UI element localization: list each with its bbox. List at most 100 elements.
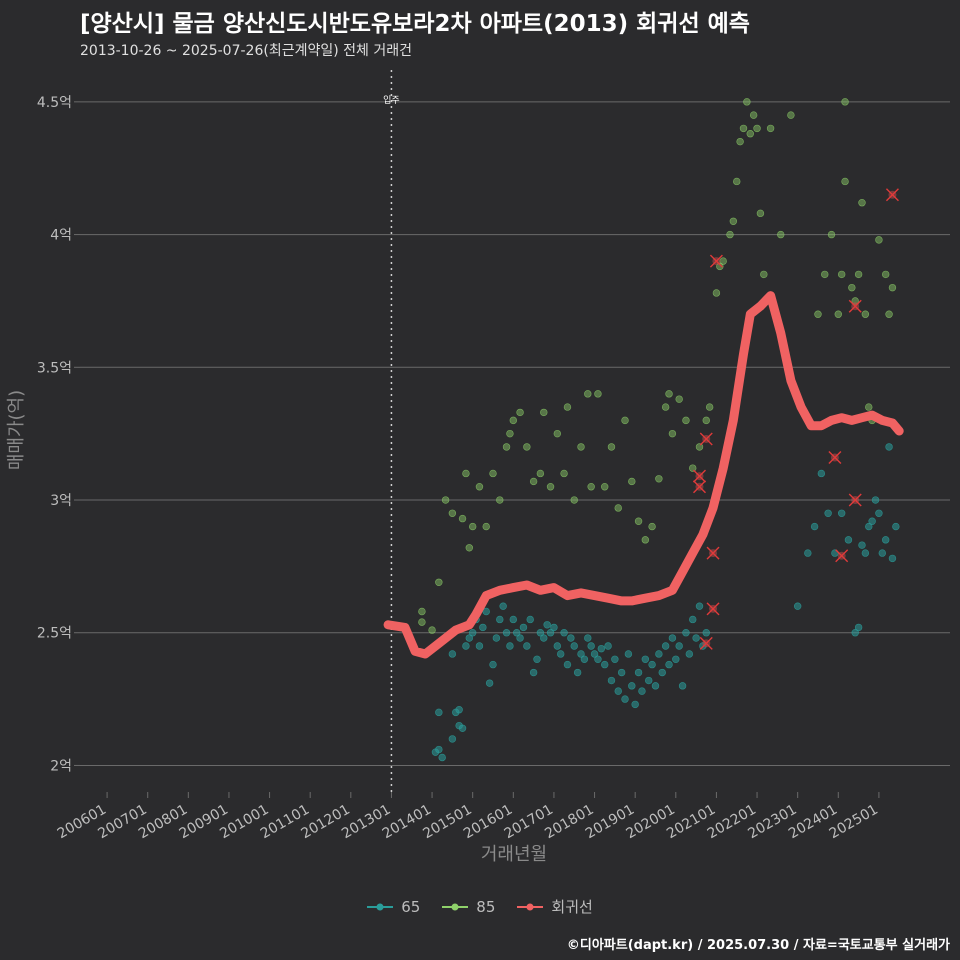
point-85 [712,289,721,297]
outlier-marker [709,254,723,268]
legend-label-regression: 회귀선 [551,898,593,916]
y-tick-label: 2억 [50,758,72,774]
point-85 [834,310,842,318]
legend-key-regression [517,903,544,910]
point-65 [519,623,528,632]
point-65 [573,668,582,677]
point-85 [841,177,849,186]
point-85 [468,522,477,531]
point-65 [502,629,511,637]
point-65 [651,682,660,690]
point-65 [594,655,602,663]
chart-title: [양산시] 물금 양산신도시반도유보라2차 아파트(2013) 회귀선 예측 [80,11,750,37]
point-85 [496,496,504,504]
point-85 [675,395,683,403]
series-85-layer [418,98,897,634]
point-65 [597,644,606,653]
point-85 [465,544,473,552]
point-65 [523,642,531,650]
outlier-cross-b [835,549,849,563]
legend-key-65 [367,903,394,910]
point-85 [509,416,518,425]
point-85 [756,209,765,218]
outlier-cross-b [709,254,723,268]
outlier-cross-b [848,299,862,313]
legend-label-85: 85 [476,897,496,916]
point-65 [641,655,650,663]
point-85 [523,443,531,451]
outlier-marker [848,299,862,313]
point-85 [705,403,714,411]
point-65 [570,642,578,650]
point-65 [871,496,880,504]
point-85 [733,177,741,186]
point-65 [611,655,619,663]
point-65 [557,650,565,658]
point-85 [814,310,822,318]
point-85 [746,130,754,138]
point-65 [485,679,494,687]
point-65 [526,615,534,624]
point-85 [648,522,656,531]
point-65 [567,634,575,642]
point-85 [841,98,849,106]
point-85 [418,607,426,616]
point-65 [810,522,819,531]
point-85 [428,626,436,634]
point-65 [516,634,524,642]
point-85 [668,429,677,438]
point-85 [749,111,758,119]
point-65 [560,629,568,637]
legend-item-85: 85 [442,896,495,917]
point-65 [861,549,870,557]
x-tick-layer: 2006012007012008012009012010012011012012… [55,792,881,842]
point-85 [529,477,538,486]
point-85 [753,124,761,133]
series-65-layer [431,443,900,762]
point-85 [787,111,795,119]
point-85 [861,310,870,318]
point-65 [854,623,863,632]
point-65 [509,615,518,624]
point-85 [516,408,524,417]
point-85 [540,408,548,417]
outlier-cross-b [706,602,720,616]
outlier-marker [692,480,706,494]
point-85 [584,390,592,398]
point-85 [777,230,785,239]
point-65 [482,607,490,616]
point-65 [655,650,663,658]
point-85 [766,124,775,133]
legend-label-65: 65 [401,897,421,916]
scatter-chart: 입주 2억 2.5억 3억 3.5억 4억 4.5억 200601200701200801… [6,70,950,865]
point-65 [607,676,616,685]
x-axis-label: 거래년월 [481,844,547,865]
point-85 [760,270,768,279]
legend: 65 85 회귀선 [0,896,960,917]
point-65 [550,623,558,632]
point-85 [553,429,562,438]
point-65 [543,621,551,629]
point-85 [848,283,856,292]
point-65 [648,660,656,669]
point-85 [570,496,578,504]
point-65 [689,615,697,624]
point-65 [435,745,443,754]
outlier-cross-b [848,493,862,507]
point-65 [468,629,477,637]
point-65 [668,634,677,642]
outlier-marker [692,469,706,483]
point-65 [885,443,893,451]
point-85 [441,496,450,504]
y-tick-label: 3.5억 [37,360,72,376]
point-65 [577,650,585,658]
point-65 [892,522,900,531]
point-85 [458,514,467,523]
point-85 [634,517,643,525]
point-65 [479,623,487,632]
point-65 [878,549,886,557]
point-85 [837,270,846,279]
point-65 [692,634,700,642]
point-85 [506,429,514,438]
point-85 [695,443,704,451]
